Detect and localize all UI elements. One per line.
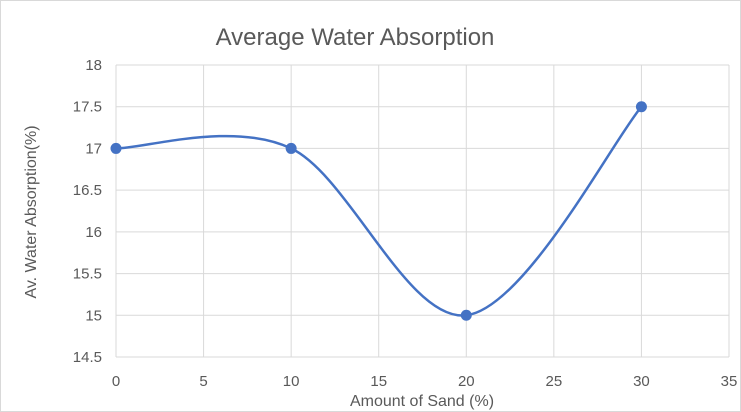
x-tick-label: 5 <box>199 373 207 390</box>
y-tick-label: 16 <box>85 224 102 241</box>
x-tick-label: 25 <box>546 373 563 390</box>
y-tick-label: 18 <box>85 57 102 74</box>
gridlines <box>115 64 730 358</box>
data-points <box>110 101 647 321</box>
x-tick-label: 20 <box>458 373 475 390</box>
x-tick-label: 30 <box>633 373 650 390</box>
chart-title: Average Water Absorption <box>216 24 495 51</box>
y-tick-label: 14.5 <box>73 349 102 366</box>
y-tick-label: 17.5 <box>73 99 102 116</box>
series-line <box>115 105 643 317</box>
x-tick-label: 0 <box>112 373 120 390</box>
y-tick-label: 15 <box>85 307 102 324</box>
y-tick-label: 15.5 <box>73 266 102 283</box>
y-tick-label: 17 <box>85 140 102 157</box>
data-point <box>635 101 647 113</box>
x-axis-ticks: 0 5 10 15 20 25 30 35 <box>112 373 738 390</box>
data-point <box>285 142 297 154</box>
x-axis-title: Amount of Sand (%) <box>350 393 494 410</box>
data-point <box>110 142 122 154</box>
x-tick-label: 10 <box>283 373 300 390</box>
data-point <box>460 309 472 321</box>
x-tick-label: 15 <box>370 373 387 390</box>
y-axis-title: Av. Water Absorption(%) <box>23 125 40 298</box>
x-tick-label: 35 <box>721 373 738 390</box>
y-tick-label: 16.5 <box>73 182 102 199</box>
y-axis-ticks: 14.5 15 15.5 16 16.5 17 17.5 18 <box>73 57 102 366</box>
